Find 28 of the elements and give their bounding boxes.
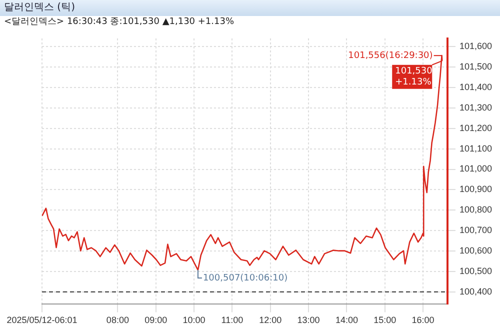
- y-tick-label: 101,000: [459, 164, 492, 174]
- annotation: 101,556(16:29:30): [348, 50, 433, 61]
- y-tick-label: 100,700: [459, 225, 492, 236]
- y-tick-label: 100,600: [459, 246, 492, 256]
- y-tick-label: 100,500: [459, 266, 492, 276]
- x-tick-label: 2025/05/12-06:01: [6, 315, 78, 326]
- chart-subtitle: <달러인덱스> 16:30:43 종:101,530 ▲1,130 +1.13%: [3, 16, 236, 29]
- y-tick-label: 101,200: [459, 122, 492, 133]
- y-tick-label: 101,300: [459, 102, 492, 112]
- y-tick-label: 101,500: [459, 62, 492, 72]
- y-tick-label: 100,800: [459, 204, 492, 215]
- x-tick-label: 14:00: [335, 315, 358, 326]
- x-tick-label: 08:00: [106, 315, 129, 326]
- x-tick-label: 13:00: [297, 315, 320, 326]
- y-tick-label: 101,400: [459, 82, 492, 92]
- y-tick-label: 101,100: [459, 143, 492, 154]
- x-tick-label: 11:00: [221, 315, 244, 326]
- y-tick-label: 100,400: [459, 286, 492, 296]
- x-tick-label: 09:00: [144, 315, 168, 326]
- x-tick-label: 16:00: [412, 315, 434, 326]
- annotation: 101,530 +1.13%: [395, 66, 433, 88]
- x-tick-label: 15:00: [374, 315, 396, 326]
- y-tick-label: 100,900: [459, 184, 492, 194]
- y-tick-label: 101,600: [459, 41, 492, 52]
- chart-title: 달러인덱스 (틱): [0, 0, 500, 16]
- x-tick-label: 12:00: [259, 315, 282, 326]
- annotation: 100,507(10:06:10): [202, 273, 288, 284]
- x-tick-label: 10:00: [182, 315, 206, 326]
